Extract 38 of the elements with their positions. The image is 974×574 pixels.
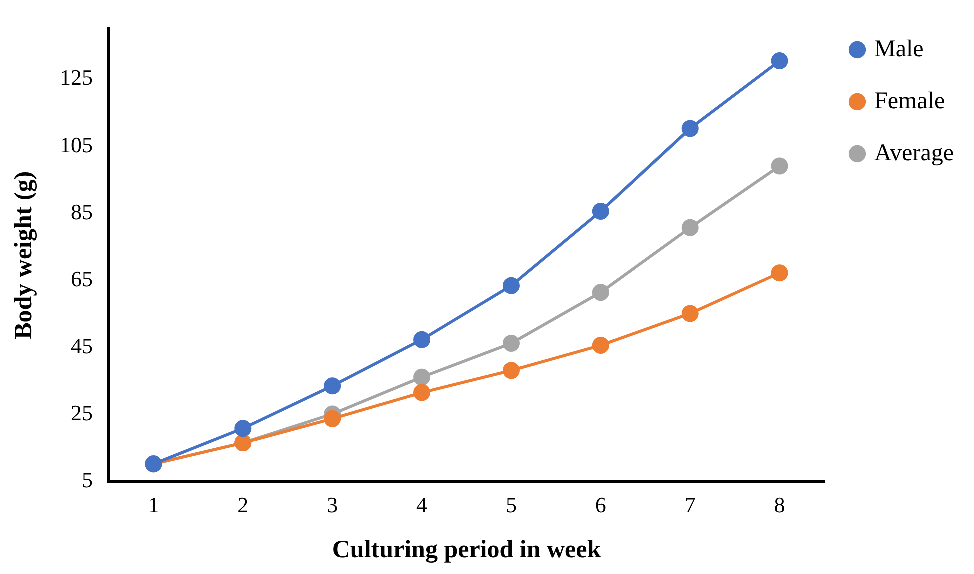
y-tick-label: 5	[82, 467, 93, 492]
x-tick-label: 4	[416, 492, 428, 518]
point	[592, 337, 610, 354]
point	[324, 378, 342, 395]
y-axis-title: Body weight (g)	[10, 171, 38, 340]
point	[324, 410, 342, 428]
y-tick-label: 105	[60, 132, 93, 158]
point	[771, 264, 788, 282]
x-tick-label: 1	[148, 492, 160, 518]
point	[592, 203, 610, 220]
y-tick-label: 85	[71, 199, 93, 224]
point	[592, 284, 610, 302]
point	[414, 384, 431, 402]
point	[502, 335, 520, 352]
y-tick-label: 65	[71, 266, 93, 292]
legend-label: Average	[874, 140, 954, 166]
point	[414, 368, 431, 386]
point	[502, 362, 520, 380]
point	[682, 219, 699, 236]
point	[234, 420, 252, 438]
y-tick-label: 45	[71, 333, 93, 358]
point	[502, 277, 520, 294]
y-tick-label: 25	[71, 400, 93, 426]
x-tick-label: 8	[774, 492, 786, 518]
x-tick-label: 6	[595, 492, 606, 518]
point	[771, 52, 788, 70]
x-tick-label: 2	[238, 492, 249, 518]
x-tick-label: 5	[506, 492, 517, 518]
y-tick-label: 125	[60, 65, 93, 90]
point	[682, 120, 699, 138]
legend-label: Male	[874, 36, 924, 62]
x-tick-label: 7	[684, 492, 696, 518]
point	[771, 158, 788, 175]
point	[414, 331, 431, 348]
x-axis-title: Culturing period in week	[332, 536, 602, 564]
point	[682, 305, 699, 322]
legend-label: Female	[874, 88, 946, 114]
x-tick-label: 3	[327, 492, 338, 518]
